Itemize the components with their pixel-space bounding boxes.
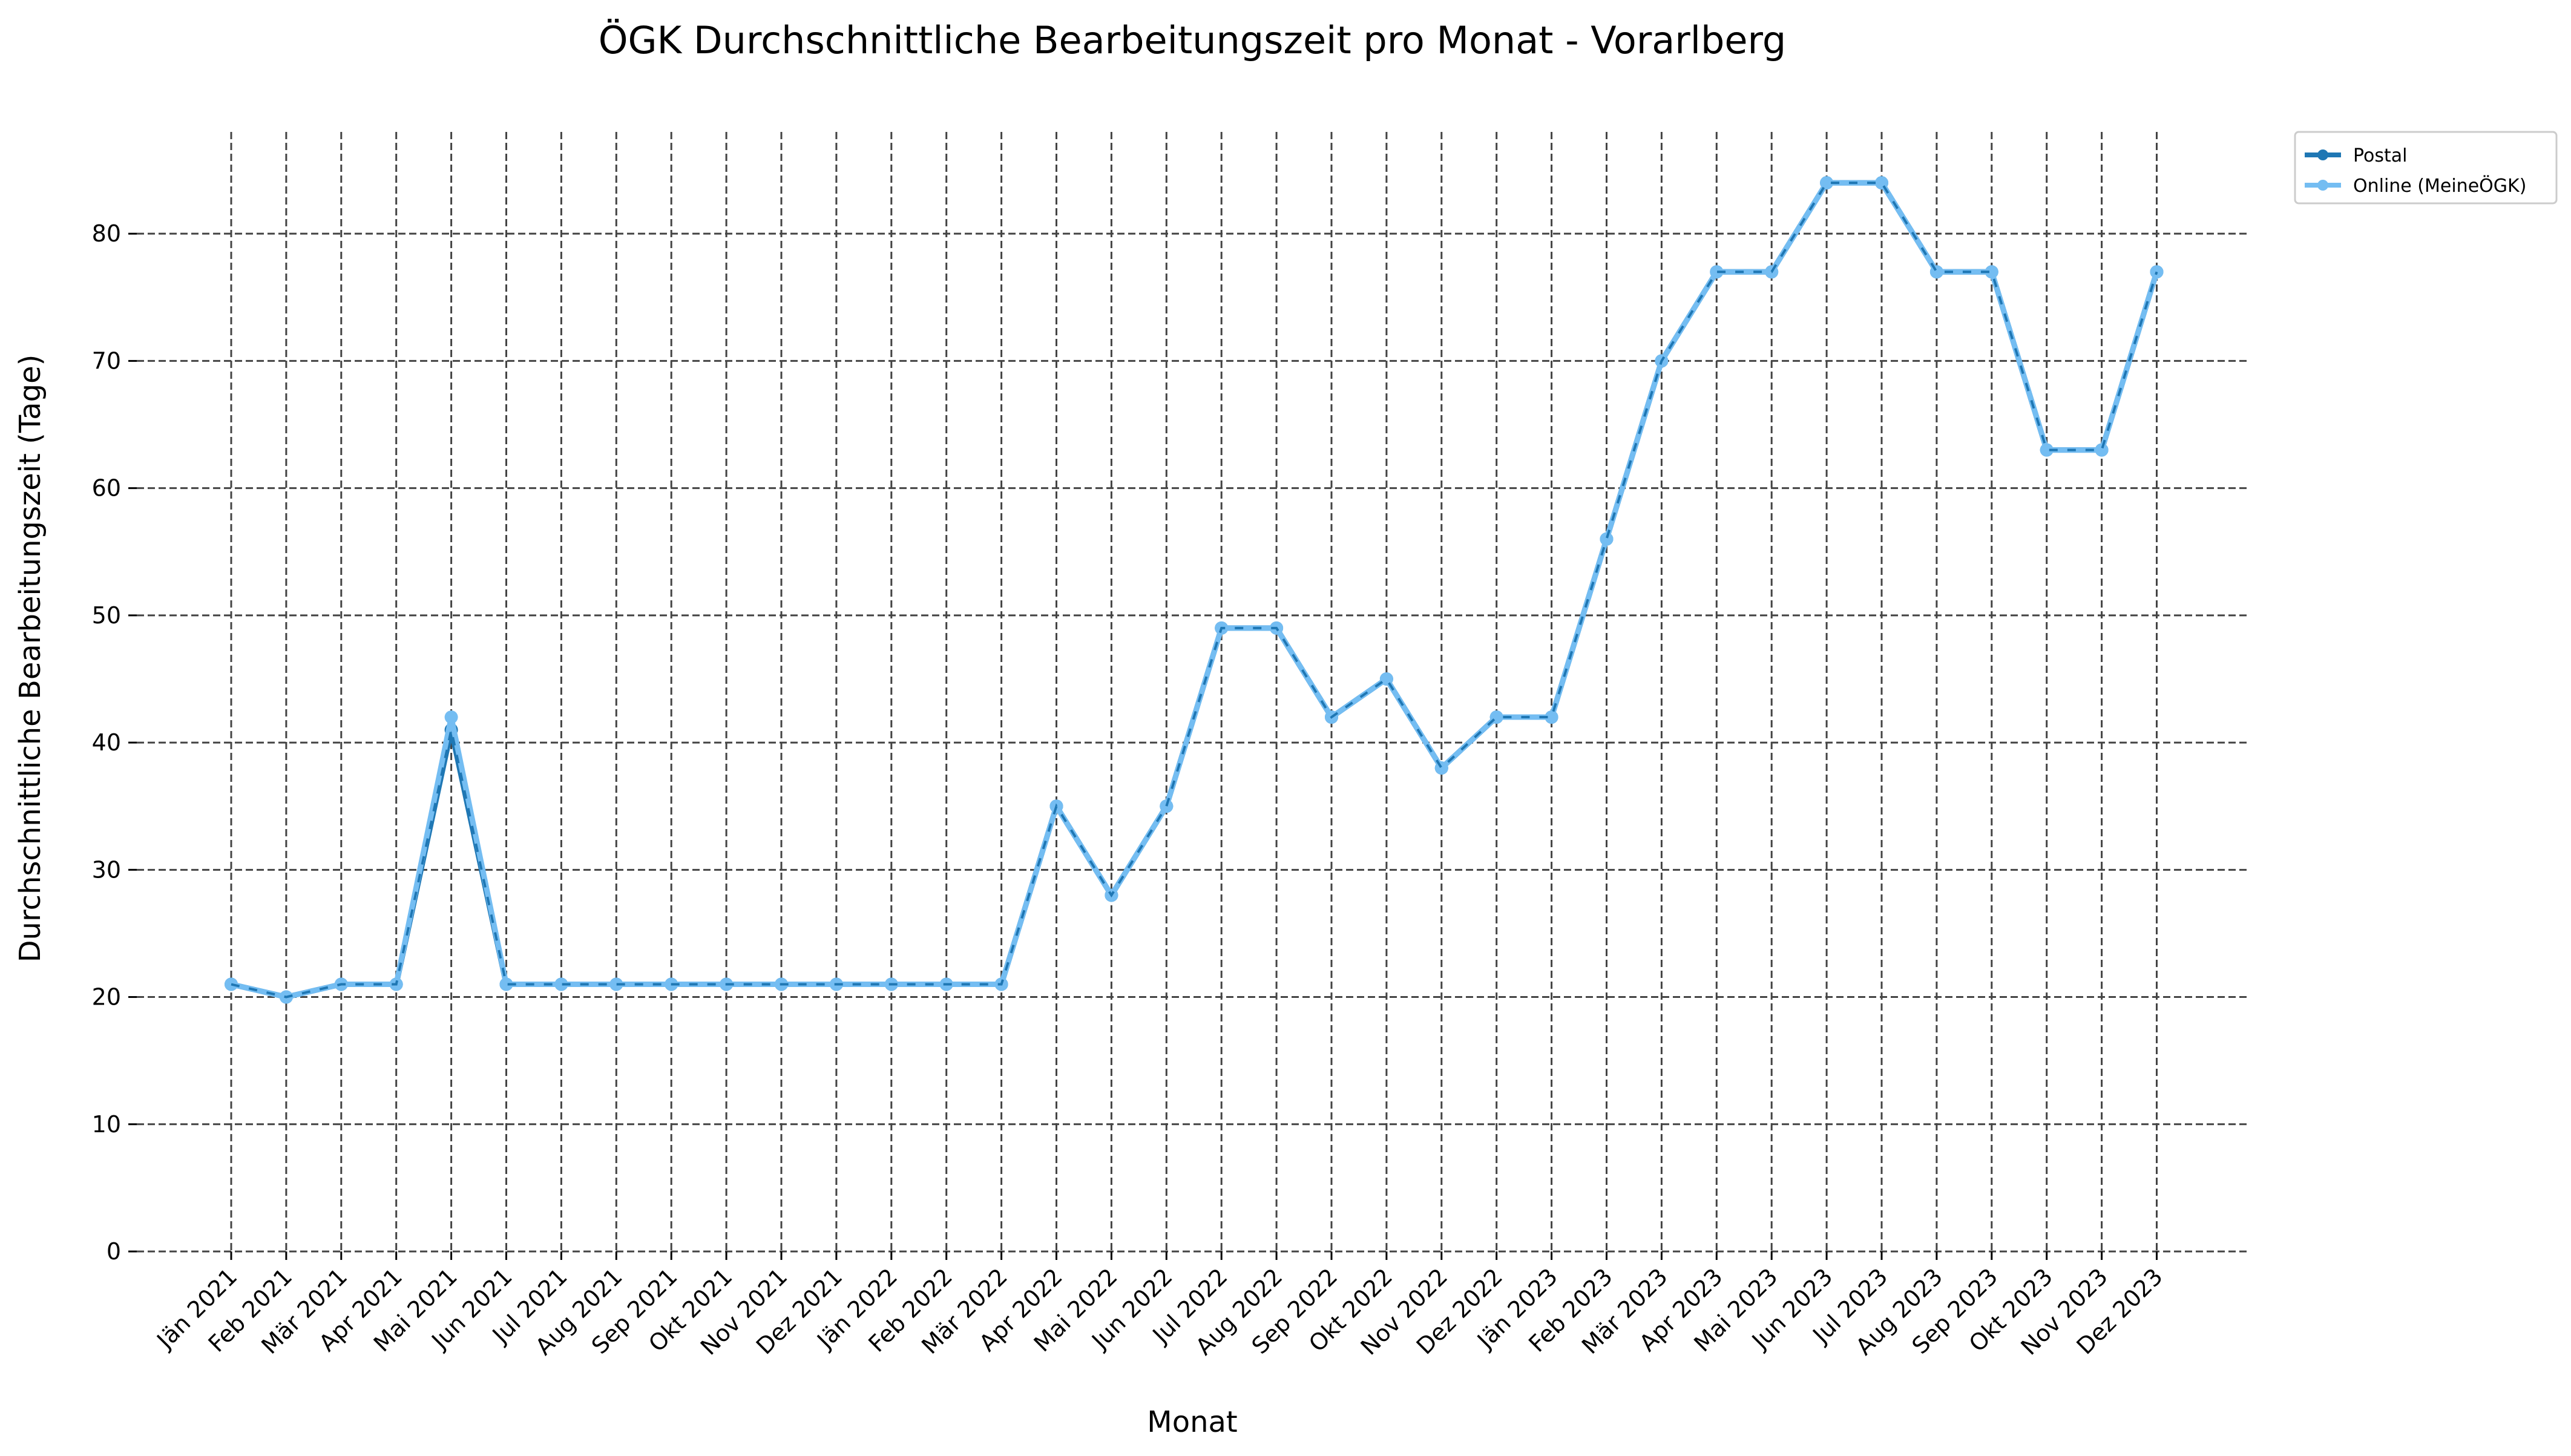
series-line-postal-dash-overlay [231, 182, 2158, 999]
data-point-online [1160, 799, 1174, 813]
legend-label: Postal [2353, 145, 2408, 166]
series-line-online [230, 180, 2159, 1000]
y-tick-label: 10 [92, 1111, 121, 1138]
data-point-online [609, 977, 623, 991]
y-tick-label: 60 [92, 475, 121, 502]
y-tick-label: 40 [92, 729, 121, 756]
y-tick-label: 0 [107, 1238, 121, 1265]
data-point-online [1929, 265, 1943, 279]
legend: Postal Online (MeineÖGK) [2294, 131, 2558, 205]
y-axis-label: Durchschnittliche Bearbeitungszeit (Tage… [13, 355, 47, 963]
legend-swatch-marker [2317, 180, 2328, 191]
x-axis-label: Monat [1147, 1405, 1237, 1439]
grid [137, 132, 2247, 1253]
y-tick-label: 30 [92, 856, 121, 883]
legend-frame [2294, 131, 2558, 205]
series-lines [225, 176, 2164, 1004]
data-point-online [1710, 265, 1724, 279]
y-tick-label: 20 [92, 984, 121, 1011]
y-tick-label: 70 [92, 347, 121, 374]
data-point-online [1875, 176, 1888, 190]
data-point-online [1545, 710, 1558, 724]
legend-swatch-marker [2317, 149, 2328, 160]
data-point-online [1600, 532, 1614, 546]
legend-label: Online (MeineÖGK) [2353, 175, 2526, 197]
data-point-online [2095, 443, 2109, 457]
data-point-online [444, 710, 458, 724]
series-line-postal [230, 180, 2159, 1000]
y-tick-label: 80 [92, 220, 121, 247]
data-point-online [1434, 761, 1448, 775]
data-point-online [2040, 443, 2054, 457]
y-tick-label: 50 [92, 602, 121, 629]
data-point-online [1985, 265, 1998, 279]
chart-title: ÖGK Durchschnittliche Bearbeitungszeit p… [599, 18, 1787, 62]
data-point-online [554, 977, 568, 991]
data-point-online [1820, 176, 1834, 190]
data-point-online [499, 977, 513, 991]
